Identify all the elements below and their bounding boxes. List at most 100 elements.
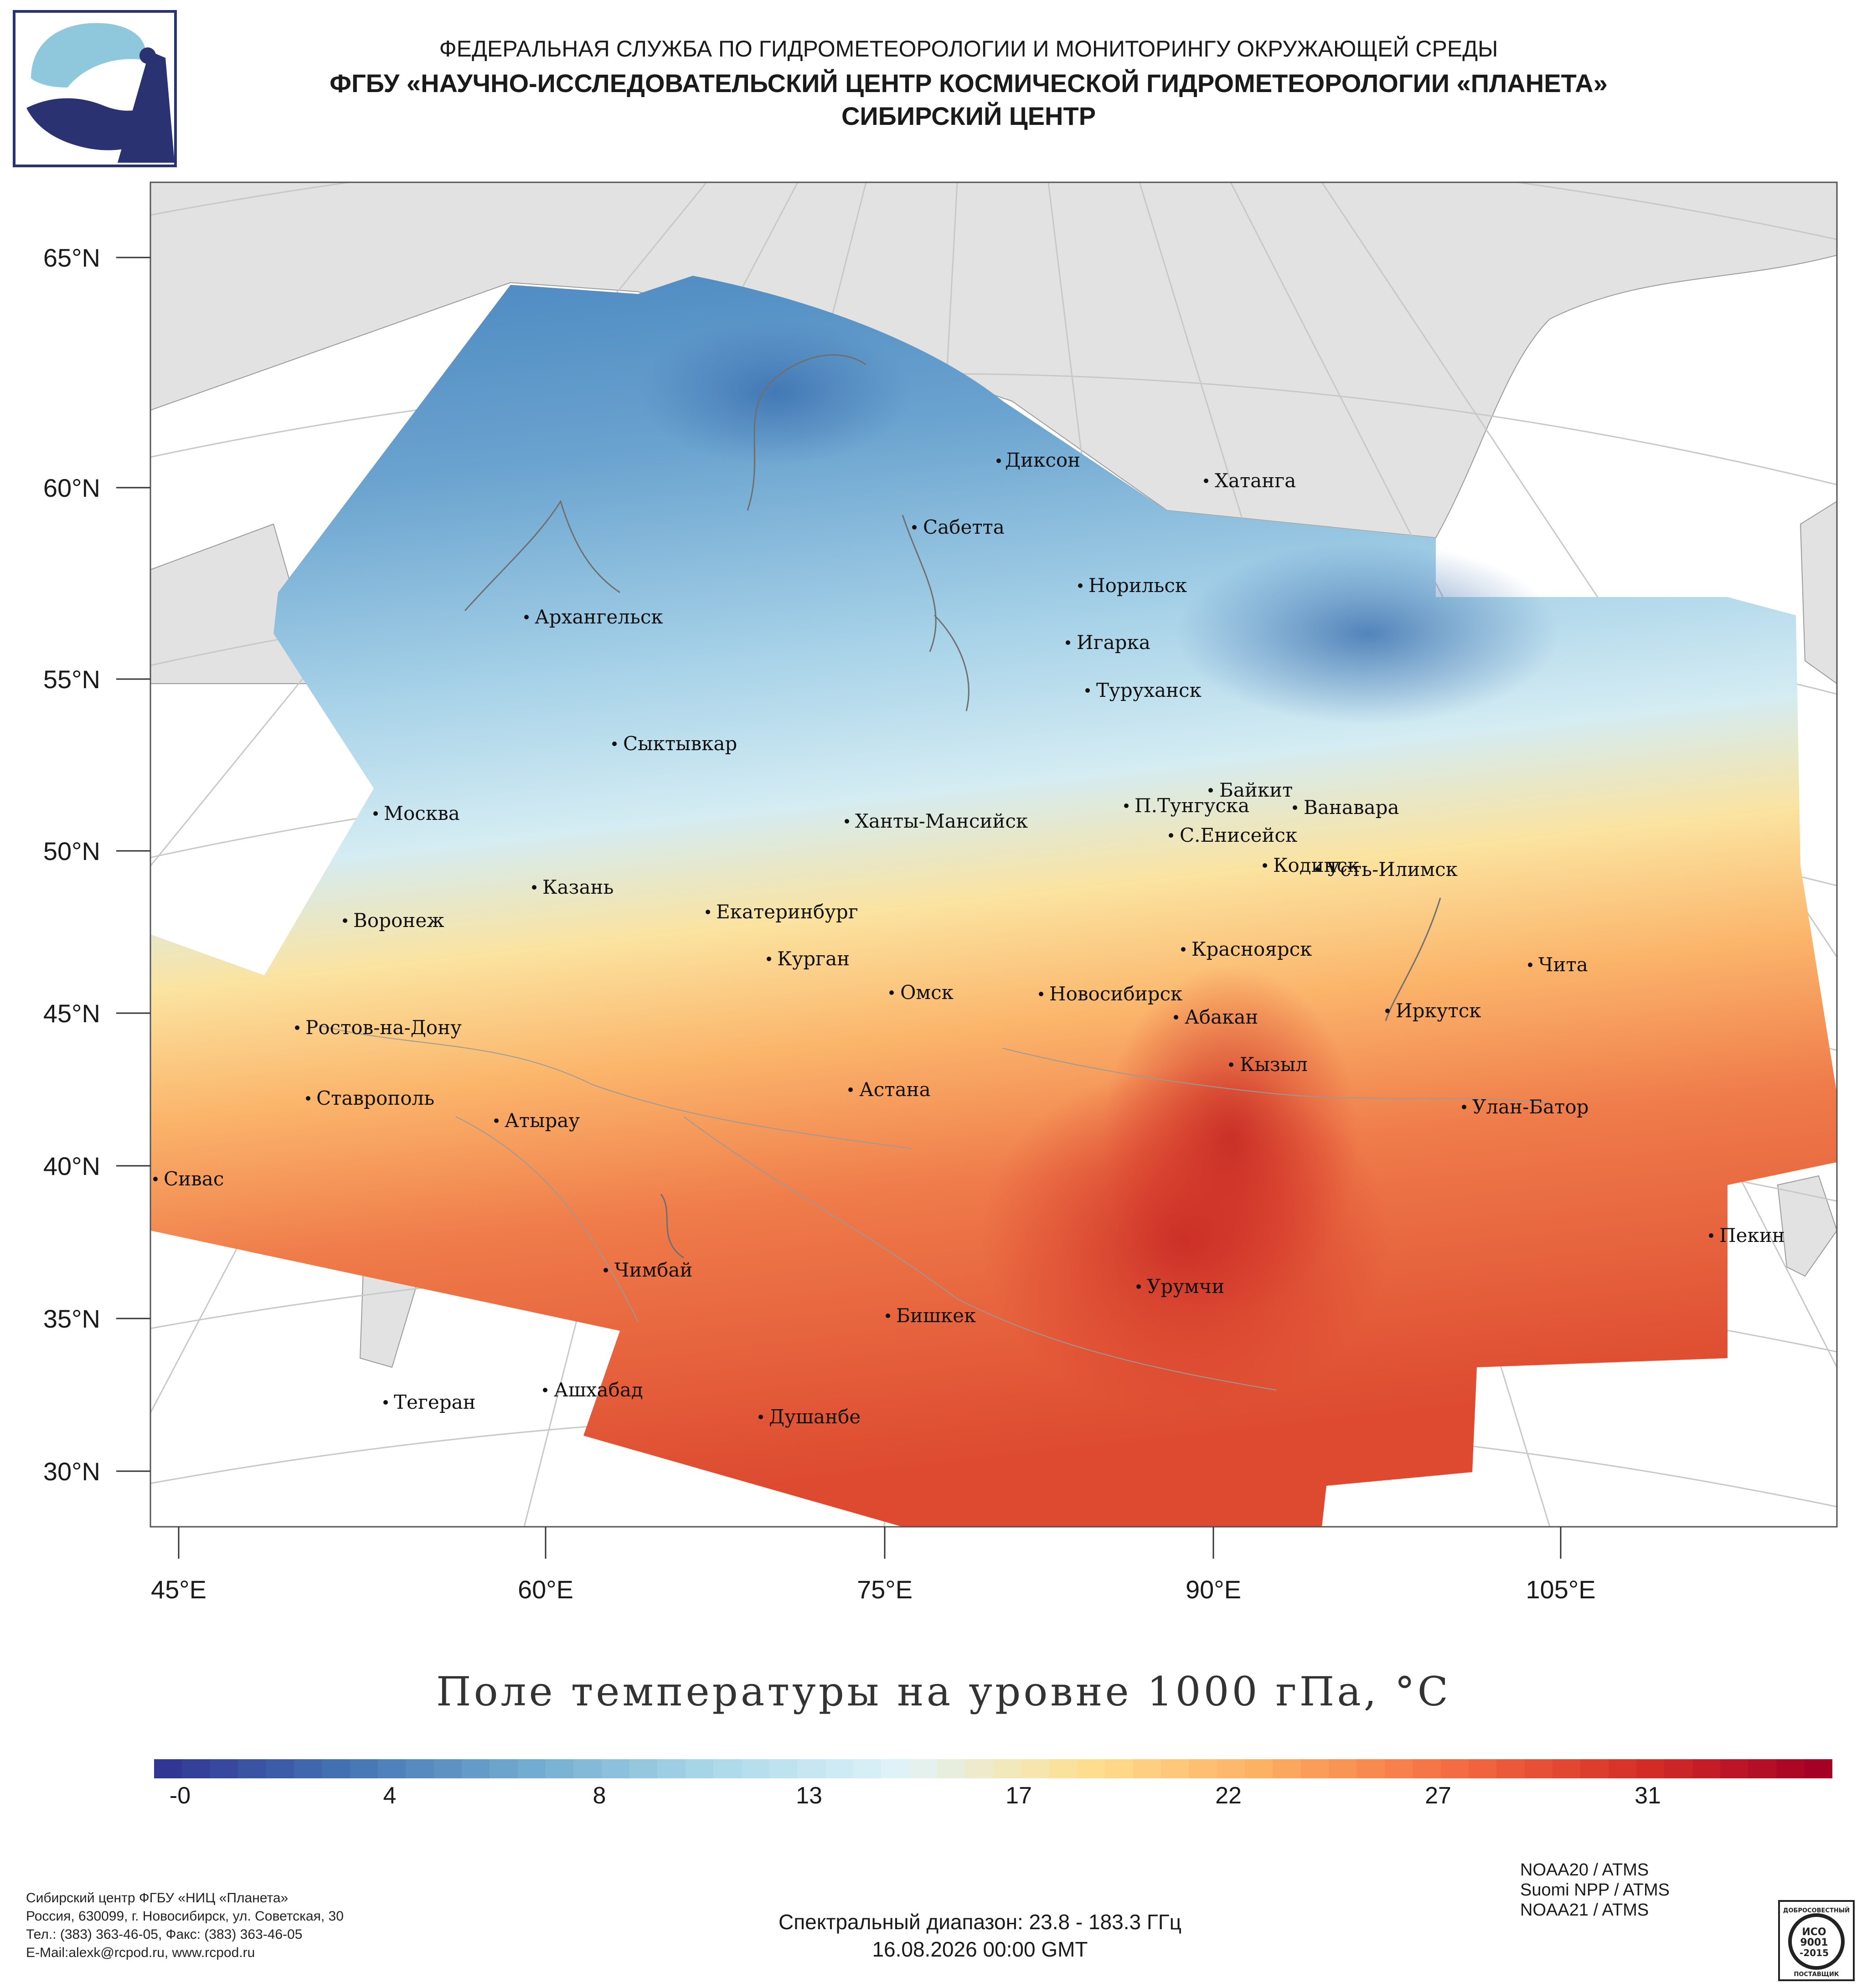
city-omsk: Омск xyxy=(900,981,954,1004)
city-krasnoyarsk: Красноярск xyxy=(1191,938,1312,960)
colorbar-cell xyxy=(713,1759,742,1778)
colorbar-tick: 4 xyxy=(383,1782,397,1809)
colorbar-tick: 8 xyxy=(593,1782,606,1809)
colorbar-cell xyxy=(1245,1759,1273,1778)
city-dot xyxy=(889,990,894,995)
colorbar-cell xyxy=(1049,1759,1077,1778)
city-dot xyxy=(1528,963,1532,967)
city-dot xyxy=(758,1415,763,1419)
colorbar-cell xyxy=(1636,1759,1665,1778)
colorbar-cell xyxy=(629,1759,658,1778)
city-dot xyxy=(1066,640,1070,645)
agency-name: ФЕДЕРАЛЬНАЯ СЛУЖБА ПО ГИДРОМЕТЕОРОЛОГИИ … xyxy=(439,36,1498,62)
city-p-tunguska: П.Тунгуска xyxy=(1135,794,1250,817)
city-dot xyxy=(1462,1105,1466,1109)
city-dot xyxy=(383,1400,388,1405)
colorbar-cell xyxy=(1580,1759,1609,1778)
city-dushanbe: Душанбе xyxy=(769,1406,861,1428)
city-kodinsk: Кодинск xyxy=(1273,854,1360,876)
city-irkutsk: Иркутск xyxy=(1396,999,1481,1022)
lat-label-55: 55°N xyxy=(43,665,100,694)
colorbar-cell xyxy=(1217,1759,1245,1778)
colorbar-cell xyxy=(769,1759,798,1778)
colorbar-cell xyxy=(1692,1759,1721,1778)
city-dot xyxy=(845,819,849,824)
city-baykit: Байкит xyxy=(1219,779,1293,801)
colorbar xyxy=(154,1759,1832,1778)
lat-label-30: 30°N xyxy=(43,1457,100,1486)
colorbar-cell xyxy=(1720,1759,1748,1778)
city-dot xyxy=(295,1025,299,1030)
city-ulan-bator: Улан-Батор xyxy=(1472,1096,1589,1118)
colorbar-cell xyxy=(1496,1759,1525,1778)
city-dot xyxy=(373,811,378,816)
instrument-suomi-npp: Suomi NPP / ATMS xyxy=(1520,1880,1670,1900)
colorbar-cell xyxy=(853,1759,882,1778)
city-dot xyxy=(848,1087,853,1092)
org-phone: Тел.: (383) 363-46-05, Факс: (383) 363-4… xyxy=(26,1927,303,1942)
city-khatanga: Хатанга xyxy=(1215,469,1296,492)
city-norilsk: Норильск xyxy=(1088,574,1187,597)
city-dot xyxy=(1204,479,1208,483)
city-kurgan: Курган xyxy=(777,948,850,970)
city-tehran: Тегеран xyxy=(394,1391,476,1413)
iso-badge-top: ДОБРОСОВЕСТНЫЙ xyxy=(1783,1907,1850,1914)
city-dot xyxy=(1085,688,1090,693)
lat-label-65: 65°N xyxy=(43,243,100,272)
city-novosibirsk: Новосибирск xyxy=(1049,983,1183,1005)
colorbar-tick: 22 xyxy=(1215,1782,1242,1809)
colorbar-cell xyxy=(377,1759,406,1778)
lon-label-60: 60°E xyxy=(517,1575,574,1604)
colorbar-tick: 13 xyxy=(796,1782,822,1809)
iso-badge-l2: 9001 xyxy=(1800,1937,1828,1948)
city-dot xyxy=(532,885,536,890)
city-chita: Чита xyxy=(1538,953,1588,976)
city-ashgabat: Ашхабад xyxy=(554,1379,643,1401)
colorbar-cell xyxy=(1356,1759,1385,1778)
org-address: Россия, 630099, г. Новосибирск, ул. Сове… xyxy=(26,1909,344,1924)
city-vanavara: Ванавара xyxy=(1304,796,1399,819)
city-stavropol: Ставрополь xyxy=(316,1087,435,1109)
colorbar-cell xyxy=(266,1759,294,1778)
colorbar-cell xyxy=(154,1759,182,1778)
city-s-yeniseysk: С.Енисейск xyxy=(1180,824,1298,846)
planeta-logo xyxy=(13,10,177,167)
colorbar-cell xyxy=(490,1759,518,1778)
city-dot xyxy=(1169,833,1173,838)
colorbar-cell xyxy=(937,1759,965,1778)
org-name: Сибирский центр ФГБУ «НИЦ «Планета» xyxy=(26,1890,289,1906)
colorbar-cell xyxy=(1804,1759,1832,1778)
colorbar-cell xyxy=(881,1759,909,1778)
city-dot xyxy=(996,458,1001,463)
city-dot xyxy=(1263,863,1267,868)
city-dot xyxy=(1124,803,1129,808)
colorbar-cell xyxy=(1608,1759,1637,1778)
colorbar-cell xyxy=(1329,1759,1357,1778)
city-khanty-mansiysk: Ханты-Мансийск xyxy=(855,810,1028,832)
city-yekaterinburg: Екатеринбург xyxy=(716,901,858,923)
colorbar-cell xyxy=(1524,1759,1552,1778)
colorbar-cell xyxy=(1748,1759,1776,1778)
city-turukhansk: Туруханск xyxy=(1096,679,1202,701)
city-rostov-na-donu: Ростов-на-Дону xyxy=(305,1016,462,1039)
map-title: Поле температуры на уровне 1000 гПа, °C xyxy=(436,1668,1451,1715)
city-syktyvkar: Сыктывкар xyxy=(623,732,738,755)
colorbar-cell xyxy=(657,1759,686,1778)
city-ust-ilimsk: Усть-Илимск xyxy=(1326,858,1458,881)
city-dot xyxy=(1174,1015,1178,1020)
city-dot xyxy=(306,1096,310,1101)
colorbar-cell xyxy=(1133,1759,1161,1778)
city-dot xyxy=(1136,1284,1141,1289)
city-dot xyxy=(612,742,617,746)
city-dot xyxy=(1208,788,1213,793)
iso-badge-bottom: ПОСТАВЩИК xyxy=(1794,1971,1839,1978)
city-bishkek: Бишкек xyxy=(896,1304,976,1327)
city-dot xyxy=(1385,1009,1390,1013)
lat-label-50: 50°N xyxy=(43,837,100,865)
city-kazan: Казань xyxy=(542,876,614,898)
colorbar-cell xyxy=(1105,1759,1133,1778)
city-dot xyxy=(603,1268,608,1272)
city-dot xyxy=(494,1118,499,1123)
city-kyzyl: Кызыл xyxy=(1240,1053,1308,1076)
